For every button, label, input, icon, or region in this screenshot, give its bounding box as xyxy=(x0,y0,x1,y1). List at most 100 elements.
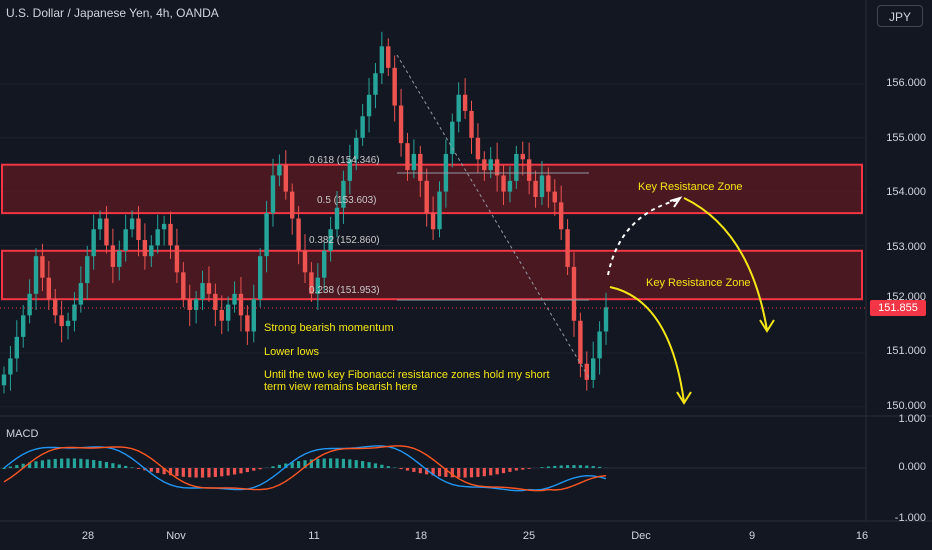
macd-histogram-bar xyxy=(258,468,262,470)
last-price-tag: 151.855 xyxy=(870,300,926,316)
macd-histogram-bar xyxy=(546,466,550,468)
macd-histogram-bar xyxy=(489,468,493,476)
candle-body xyxy=(161,223,167,230)
candle-body xyxy=(392,67,397,106)
fib-5-label: 0.5 (153.603) xyxy=(317,195,377,206)
macd-histogram-bar xyxy=(476,468,480,477)
candles xyxy=(1,31,609,394)
fib-trend-line xyxy=(396,54,590,379)
macd-histogram-bar xyxy=(540,467,544,468)
macd-histogram-bar xyxy=(232,468,237,475)
candle-body xyxy=(462,94,468,111)
candle-body xyxy=(187,299,192,310)
macd-histogram-bar xyxy=(40,460,45,468)
candle-body xyxy=(264,213,269,257)
candle-body xyxy=(289,191,295,219)
price-tick: 151.000 xyxy=(886,345,926,357)
macd-histogram-bar xyxy=(79,458,83,468)
macd-histogram-bar xyxy=(514,468,518,471)
candle-body xyxy=(193,299,199,310)
macd-histogram-bar xyxy=(553,465,557,468)
macd-histogram-bar xyxy=(98,460,102,468)
macd-histogram-bar xyxy=(149,468,153,472)
currency-button[interactable]: JPY xyxy=(877,5,923,27)
candle-body xyxy=(149,245,154,257)
macd-histogram-bar xyxy=(245,468,249,473)
macd-histogram-bar xyxy=(348,459,352,468)
macd-histogram-bar xyxy=(15,465,19,468)
candle-body xyxy=(411,153,417,171)
candle-body xyxy=(46,277,52,300)
candle-body xyxy=(526,159,532,181)
macd-histogram-bar xyxy=(104,461,109,468)
candle-body xyxy=(225,304,231,321)
macd-histogram-bar xyxy=(450,468,454,478)
candle-body xyxy=(245,315,250,332)
macd-histogram-bar xyxy=(53,458,57,468)
macd-histogram-bar xyxy=(418,468,422,474)
macd-histogram-bar xyxy=(290,462,294,468)
macd-histogram-bar xyxy=(335,458,339,468)
macd-histogram-bar xyxy=(399,468,403,470)
candle-body xyxy=(270,175,276,214)
macd-histogram-bar xyxy=(47,459,51,468)
candle-body xyxy=(283,164,288,192)
candle-body xyxy=(296,218,301,251)
macd-histogram-bar xyxy=(508,468,512,472)
candle-body xyxy=(206,283,212,294)
macd-histogram-bar xyxy=(431,468,435,476)
candle-body xyxy=(85,256,90,284)
macd-histogram-bar xyxy=(386,466,390,468)
macd-tick: 1.000 xyxy=(898,413,926,425)
macd-histogram-bar xyxy=(21,463,25,468)
macd-histogram-bar xyxy=(354,460,358,468)
candle-body xyxy=(456,94,461,122)
candle-body xyxy=(514,153,519,181)
drawing-overlay xyxy=(0,54,866,405)
upper-down-arrow xyxy=(683,197,768,331)
candle-body xyxy=(21,315,26,337)
candle-body xyxy=(488,159,493,171)
candle-body xyxy=(168,223,173,246)
candle-body xyxy=(251,299,256,332)
macd-histogram-bar xyxy=(124,465,128,468)
candle-body xyxy=(27,293,32,316)
signal-line xyxy=(3,445,607,492)
candle-body xyxy=(539,175,545,197)
macd-pane xyxy=(0,445,866,492)
dashed-up-arrow xyxy=(607,199,679,276)
candle-body xyxy=(123,229,128,251)
time-tick: Dec xyxy=(631,530,651,542)
lower-arrowhead xyxy=(676,391,692,405)
candle-body xyxy=(181,272,186,300)
candle-body xyxy=(494,159,500,176)
candle-body xyxy=(578,320,583,364)
time-tick: 9 xyxy=(748,530,756,542)
dashed-arrowhead xyxy=(669,196,683,208)
macd-histogram-bar xyxy=(521,468,525,470)
macd-histogram-bar xyxy=(85,459,89,468)
macd-histogram-bar xyxy=(60,458,64,468)
candle-body xyxy=(424,180,429,214)
macd-histogram-bar xyxy=(309,459,314,468)
candle-body xyxy=(174,245,180,273)
candle-body xyxy=(322,250,327,278)
time-tick: Nov xyxy=(166,530,186,542)
candle-body xyxy=(117,250,122,267)
macd-histogram-bar xyxy=(252,468,256,471)
macd-histogram-bar xyxy=(405,468,410,471)
candle-body xyxy=(155,229,160,246)
chart-title: U.S. Dollar / Japanese Yen, 4h, OANDA xyxy=(6,6,219,20)
candle-body xyxy=(590,358,596,380)
candle-body xyxy=(78,283,84,305)
macd-histogram-bar xyxy=(213,468,217,477)
candle-body xyxy=(129,218,135,230)
macd-histogram-bar xyxy=(495,468,499,475)
candle-body xyxy=(360,116,365,138)
candle-body xyxy=(597,331,602,359)
time-tick: 18 xyxy=(414,530,428,542)
macd-histogram-bar xyxy=(565,465,570,468)
macd-histogram-bar xyxy=(437,468,442,477)
time-tick: 28 xyxy=(81,530,95,542)
